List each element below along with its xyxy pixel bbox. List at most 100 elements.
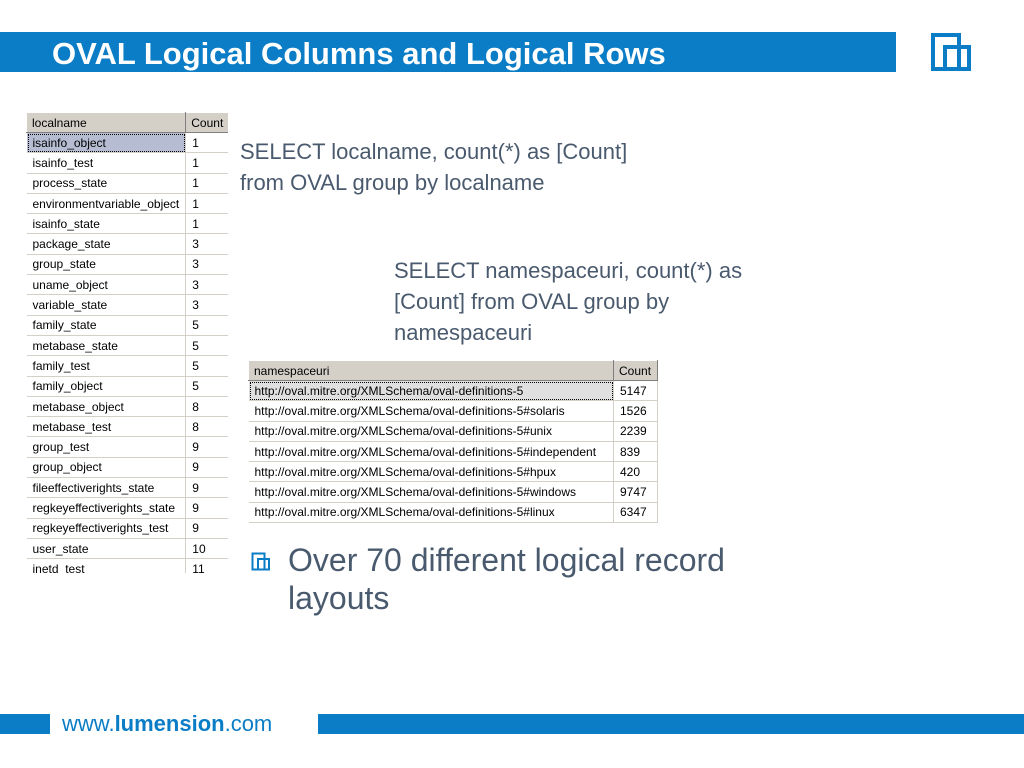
slide-title: OVAL Logical Columns and Logical Rows [52, 36, 666, 71]
cell-name[interactable]: uname_object [26, 274, 187, 296]
query-line: [Count] from OVAL group by [394, 289, 670, 314]
cell-count[interactable]: 5 [185, 376, 228, 397]
table-row[interactable]: isainfo_state 1 [26, 213, 228, 235]
cell-name[interactable]: user_state [26, 538, 187, 560]
table-row[interactable]: package_state 3 [26, 233, 228, 255]
cell-name[interactable]: http://oval.mitre.org/XMLSchema/oval-def… [248, 380, 614, 402]
cell-count[interactable]: 1 [185, 213, 228, 235]
cell-count[interactable]: 1 [185, 132, 228, 154]
table-row[interactable]: metabase_object 8 [26, 396, 228, 418]
localname-results-grid[interactable]: localname Count isainfo_object 1 isainfo_t… [24, 110, 228, 573]
cell-count[interactable]: 839 [613, 441, 658, 463]
table-row[interactable]: http://oval.mitre.org/XMLSchema/oval-def… [248, 502, 658, 524]
cell-name[interactable]: http://oval.mitre.org/XMLSchema/oval-def… [248, 441, 614, 463]
table-row[interactable]: user_state 10 [26, 538, 228, 560]
cell-name[interactable]: package_state [26, 233, 187, 255]
table-row[interactable]: isainfo_object 1 [26, 132, 228, 154]
cell-count[interactable]: 9 [185, 497, 228, 519]
cell-name[interactable]: family_state [26, 315, 187, 336]
cell-count[interactable]: 6347 [613, 502, 658, 524]
title-bar [0, 32, 896, 72]
cell-name[interactable]: metabase_state [26, 335, 187, 357]
cell-count[interactable]: 9 [185, 457, 228, 479]
table-row[interactable]: regkeyeffectiverights_test 9 [26, 518, 228, 539]
cell-name[interactable]: http://oval.mitre.org/XMLSchema/oval-def… [248, 502, 614, 524]
table-row[interactable]: http://oval.mitre.org/XMLSchema/oval-def… [248, 441, 658, 463]
namespaceuri-results-grid[interactable]: namespaceuri Count http://oval.mitre.org… [248, 360, 658, 524]
table-row[interactable]: variable_state 3 [26, 294, 228, 316]
query-namespaceuri: SELECT namespaceuri, count(*) as [Count]… [394, 255, 742, 348]
table-row[interactable]: http://oval.mitre.org/XMLSchema/oval-def… [248, 461, 658, 483]
table-row[interactable]: group_state 3 [26, 254, 228, 276]
cell-name[interactable]: isainfo_test [26, 152, 187, 174]
table-row[interactable]: group_object 9 [26, 457, 228, 479]
cell-name[interactable]: environmentvariable_object [26, 193, 187, 215]
cell-count[interactable]: 420 [613, 461, 658, 483]
cell-name[interactable]: regkeyeffectiverights_test [26, 518, 187, 539]
cell-count[interactable]: 8 [185, 416, 228, 438]
cell-count[interactable]: 9747 [613, 481, 658, 503]
cell-name[interactable]: variable_state [26, 294, 187, 316]
table-row[interactable]: metabase_state 5 [26, 335, 228, 357]
cell-count[interactable]: 8 [185, 396, 228, 418]
cell-count[interactable]: 1 [185, 173, 228, 194]
table-row[interactable]: environmentvariable_object 1 [26, 193, 228, 215]
cell-name[interactable]: isainfo_state [26, 213, 187, 235]
cell-name[interactable]: http://oval.mitre.org/XMLSchema/oval-def… [248, 400, 614, 422]
table-row[interactable]: inetd_test 11 [26, 558, 228, 573]
table-row[interactable]: isainfo_test 1 [26, 152, 228, 174]
cell-count[interactable]: 9 [185, 477, 228, 499]
cell-name[interactable]: http://oval.mitre.org/XMLSchema/oval-def… [248, 481, 614, 503]
table-row[interactable]: family_object 5 [26, 376, 228, 397]
cell-count[interactable]: 9 [185, 518, 228, 539]
cell-name[interactable]: http://oval.mitre.org/XMLSchema/oval-def… [248, 461, 614, 483]
cell-count[interactable]: 2239 [613, 421, 658, 442]
cell-count[interactable]: 1 [185, 193, 228, 215]
cell-name[interactable]: group_object [26, 457, 187, 479]
cell-count[interactable]: 10 [185, 538, 228, 560]
cell-count[interactable]: 3 [185, 233, 228, 255]
table-row[interactable]: regkeyeffectiverights_state 9 [26, 497, 228, 519]
table-row[interactable]: family_state 5 [26, 315, 228, 336]
bullet-square-icon [251, 552, 270, 571]
cell-count[interactable]: 5 [185, 315, 228, 336]
cell-count[interactable]: 5 [185, 355, 228, 377]
table-row[interactable]: http://oval.mitre.org/XMLSchema/oval-def… [248, 400, 658, 422]
table-row[interactable]: group_test 9 [26, 436, 228, 458]
cell-name[interactable]: family_test [26, 355, 187, 377]
cell-count[interactable]: 5147 [613, 380, 658, 402]
cell-count[interactable]: 1 [185, 152, 228, 174]
table-row[interactable]: process_state 1 [26, 173, 228, 194]
cell-name[interactable]: metabase_object [26, 396, 187, 418]
cell-name[interactable]: metabase_test [26, 416, 187, 438]
cell-name[interactable]: inetd_test [26, 558, 187, 573]
footer-url[interactable]: www.lumension.com [62, 711, 272, 737]
table-row[interactable]: http://oval.mitre.org/XMLSchema/oval-def… [248, 380, 658, 402]
table-row[interactable]: fileeffectiverights_state 9 [26, 477, 228, 499]
cell-name[interactable]: fileeffectiverights_state [26, 477, 187, 499]
table-row[interactable]: http://oval.mitre.org/XMLSchema/oval-def… [248, 421, 658, 442]
cell-count[interactable]: 9 [185, 436, 228, 458]
cell-count[interactable]: 3 [185, 294, 228, 316]
table-row[interactable]: family_test 5 [26, 355, 228, 377]
table-row[interactable]: http://oval.mitre.org/XMLSchema/oval-def… [248, 481, 658, 503]
cell-name[interactable]: regkeyeffectiverights_state [26, 497, 187, 519]
column-header-localname[interactable]: localname [25, 112, 187, 133]
table-row[interactable]: metabase_test 8 [26, 416, 228, 438]
cell-count[interactable]: 11 [185, 558, 228, 573]
cell-count[interactable]: 3 [185, 254, 228, 276]
cell-name[interactable]: group_test [26, 436, 187, 458]
cell-name[interactable]: isainfo_object [26, 132, 187, 154]
table-row[interactable]: uname_object 3 [26, 274, 228, 296]
cell-count[interactable]: 1526 [613, 400, 658, 422]
cell-name[interactable]: group_state [26, 254, 187, 276]
cell-name[interactable]: family_object [26, 376, 187, 397]
column-header-count[interactable]: Count [185, 112, 228, 133]
url-brand: lumension [114, 711, 225, 736]
column-header-count[interactable]: Count [613, 360, 658, 381]
cell-count[interactable]: 5 [185, 335, 228, 357]
cell-name[interactable]: process_state [26, 173, 187, 194]
cell-count[interactable]: 3 [185, 274, 228, 296]
column-header-namespaceuri[interactable]: namespaceuri [248, 360, 614, 381]
cell-name[interactable]: http://oval.mitre.org/XMLSchema/oval-def… [248, 421, 614, 442]
